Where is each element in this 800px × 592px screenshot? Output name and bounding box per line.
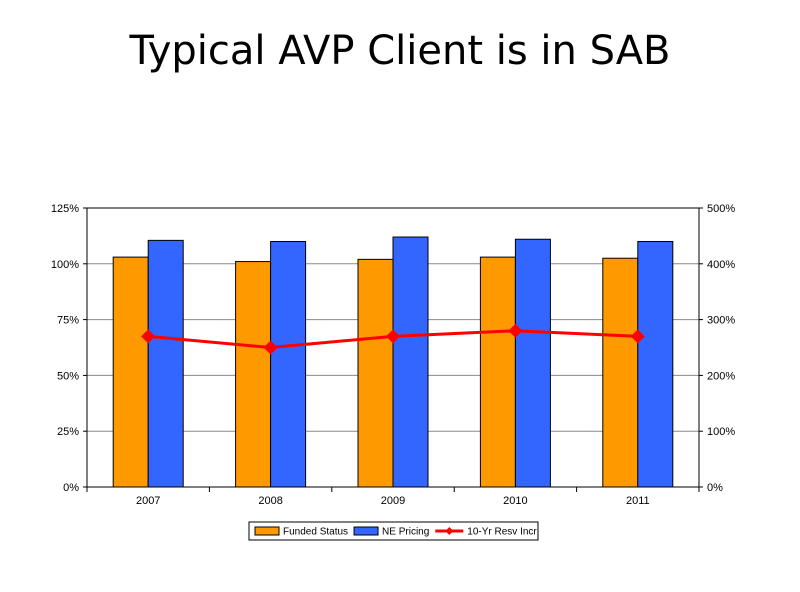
right-tick-label: 200%	[707, 370, 735, 382]
right-tick-label: 0%	[707, 482, 723, 494]
bar-ne-pricing-2011	[637, 240, 674, 488]
x-tick-label-2008: 2008	[258, 495, 282, 507]
x-tick-label-2011: 2011	[626, 495, 650, 507]
bar-ne-pricing-2009	[392, 236, 429, 488]
point-10-yr-resv-incr-2010	[508, 323, 523, 338]
bar-funded-status-2011	[602, 257, 639, 488]
line-series	[141, 323, 645, 355]
legend-swatch-funded-status	[254, 526, 280, 536]
right-tick-label: 400%	[707, 259, 735, 271]
point-10-yr-resv-incr-2011	[630, 329, 645, 344]
legend-label-ne-pricing: NE Pricing	[382, 527, 429, 538]
bar-funded-status-2010	[479, 256, 516, 488]
axes: 0% 25% 50% 75% 100% 125% 0% 100% 200% 300% 400% 500…	[51, 203, 735, 507]
bar-funded-status-2008	[235, 261, 272, 488]
left-tick-label: 25%	[57, 426, 79, 438]
left-tick-label: 125%	[51, 203, 79, 215]
bar-ne-pricing-2007	[147, 239, 184, 488]
left-tick-label: 100%	[51, 259, 79, 271]
x-tick-label-2010: 2010	[503, 495, 527, 507]
bar-ne-pricing-2008	[270, 240, 307, 488]
legend-swatch-ne-pricing	[353, 526, 379, 536]
right-tick-label: 100%	[707, 426, 735, 438]
bar-funded-status-2009	[357, 258, 394, 488]
bar-funded-status-2007	[112, 256, 149, 488]
point-10-yr-resv-incr-2007	[141, 329, 156, 344]
plot-frame	[86, 207, 700, 488]
legend-label-funded-status: Funded Status	[283, 527, 348, 538]
left-tick-label: 0%	[63, 482, 79, 494]
x-tick-label-2009: 2009	[381, 495, 405, 507]
plot-area-border	[86, 207, 700, 488]
point-10-yr-resv-incr-2009	[386, 329, 400, 344]
left-tick-label: 75%	[57, 315, 79, 327]
legend-marker-10-yr-resv-incr	[445, 527, 454, 535]
x-tick-label-2007: 2007	[136, 495, 160, 507]
bar-ne-pricing-2010	[514, 238, 551, 488]
right-tick-label: 300%	[707, 315, 735, 327]
point-10-yr-resv-incr-2008	[263, 340, 278, 355]
bar-series	[112, 236, 674, 488]
left-tick-label: 50%	[57, 370, 79, 382]
slide-title: Typical AVP Client is in SAB	[129, 28, 671, 74]
legend-label-10-yr-resv-incr: 10-Yr Resv Incr	[467, 527, 537, 538]
legend: Funded Status NE Pricing 10-Yr Resv Incr	[248, 521, 539, 541]
legend-box	[248, 521, 539, 541]
right-tick-label: 500%	[707, 203, 735, 215]
